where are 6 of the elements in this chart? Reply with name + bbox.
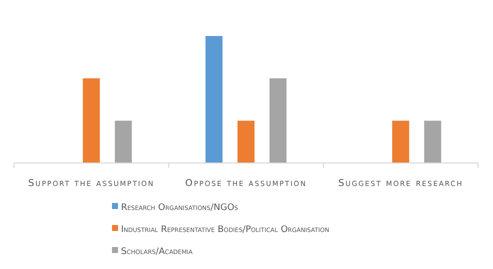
legend-label: Scholars/Academia — [121, 247, 194, 257]
legend-label: Research Organisations/NGOs — [121, 203, 238, 213]
x-tick-label: Suggest more research — [338, 178, 464, 189]
x-tick-label: Support the assumption — [28, 178, 154, 189]
x-tick-label: Oppose the assumption — [185, 178, 307, 189]
legend-label: Industrial Representative Bodies/Political Organisation — [121, 225, 330, 235]
